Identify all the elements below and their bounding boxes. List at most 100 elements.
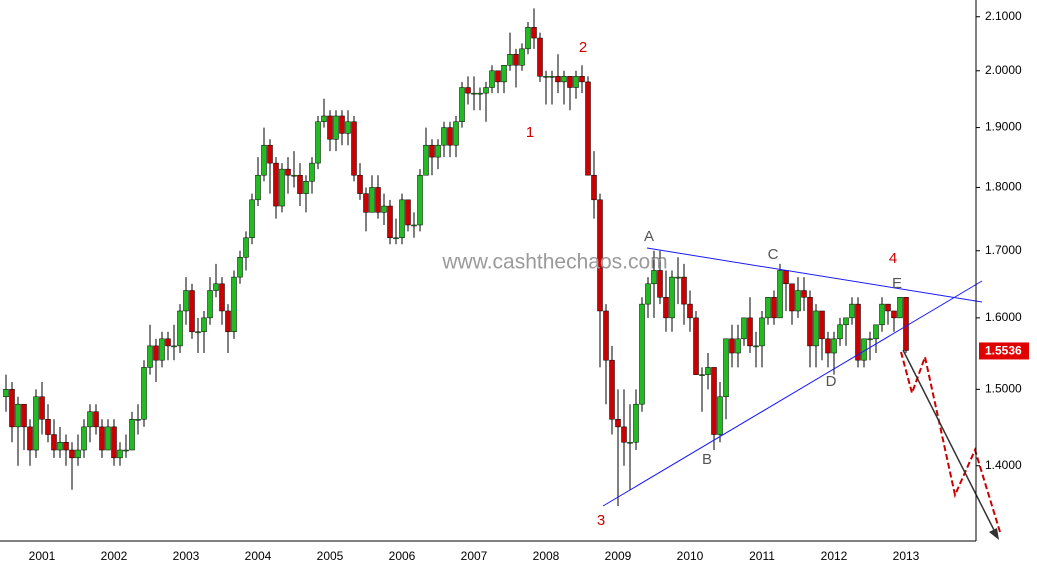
candle-body: [27, 426, 33, 451]
candle-body: [435, 144, 441, 158]
candle-body: [423, 144, 429, 176]
candle-body: [801, 290, 807, 298]
wave-label: 4: [889, 250, 897, 267]
y-tick-label: 1.6000: [985, 310, 1022, 324]
candle-body: [693, 317, 699, 375]
candle-body: [813, 310, 819, 347]
candle-body: [663, 297, 669, 319]
candle-body: [111, 426, 117, 459]
y-tick-label: 1.7000: [985, 243, 1022, 257]
candle-body: [453, 121, 459, 146]
candle-body: [57, 442, 63, 451]
candle-body: [711, 367, 717, 435]
x-tick-label: 2010: [677, 549, 704, 563]
x-tick-label: 2012: [821, 549, 848, 563]
wave-label: E: [892, 275, 902, 292]
candle-body: [699, 374, 705, 376]
candle-body: [123, 449, 129, 452]
candle-body: [297, 174, 303, 194]
candle-body: [393, 237, 399, 240]
candle-body: [333, 115, 339, 140]
candle-body: [717, 396, 723, 435]
candle-body: [807, 297, 813, 347]
x-tick-label: 2011: [749, 549, 775, 563]
candle-body: [39, 396, 45, 420]
candle-body: [615, 419, 621, 428]
candle-body: [543, 76, 549, 78]
candle-body: [303, 181, 309, 194]
candle-body: [87, 411, 93, 428]
candle-body: [159, 338, 165, 361]
candle-body: [519, 48, 525, 66]
x-tick-label: 2009: [605, 549, 632, 563]
candle-body: [669, 276, 675, 319]
candle-body: [75, 449, 81, 459]
wave-label: A: [644, 228, 654, 245]
candle-body: [21, 403, 27, 428]
candle-body: [45, 419, 51, 435]
candle-body: [411, 224, 417, 227]
candle-body: [729, 338, 735, 354]
candle-body: [783, 270, 789, 285]
candle-body: [3, 389, 9, 397]
y-tick-label: 2.1000: [985, 9, 1022, 23]
candle-body: [357, 174, 363, 194]
candle-body: [621, 426, 627, 443]
candle-body: [207, 290, 213, 319]
candle-body: [231, 276, 237, 333]
candle-body: [447, 127, 453, 146]
forecast-arrow: [902, 349, 997, 535]
candle-body: [675, 276, 681, 279]
candle-body: [483, 87, 489, 94]
candle-body: [51, 434, 57, 451]
candle-body: [849, 303, 855, 319]
candle-body: [477, 92, 483, 95]
candle-body: [765, 297, 771, 319]
candle-body: [309, 162, 315, 182]
candle-body: [705, 367, 711, 375]
candle-body: [723, 338, 729, 397]
candle-body: [171, 345, 177, 348]
x-tick-label: 2002: [101, 549, 128, 563]
y-tick-label: 2.0000: [985, 63, 1022, 77]
candle-body: [537, 37, 543, 77]
candle-body: [867, 338, 873, 341]
candle-body: [315, 121, 321, 164]
candle-body: [399, 199, 405, 239]
candle-body: [873, 324, 879, 340]
candle-body: [327, 115, 333, 140]
candle-body: [117, 449, 123, 459]
candle-body: [363, 193, 369, 213]
candle-body: [561, 76, 567, 83]
candle-body: [549, 76, 555, 78]
candle-body: [579, 76, 585, 83]
candle-body: [225, 310, 231, 333]
candle-body: [153, 345, 159, 361]
candle-body: [465, 87, 471, 94]
candle-body: [369, 187, 375, 213]
candle-body: [747, 317, 753, 347]
candle-body: [165, 338, 171, 347]
candle-body: [843, 317, 849, 326]
candle-body: [657, 270, 663, 298]
candle-body: [795, 290, 801, 312]
y-tick-label: 1.5000: [985, 382, 1022, 396]
y-tick-label: 1.4000: [985, 458, 1022, 472]
wave-label: 3: [597, 512, 605, 529]
candle-body: [759, 317, 765, 347]
candle-body: [339, 115, 345, 134]
candle-body: [261, 144, 267, 176]
candle-body: [279, 168, 285, 207]
x-tick-label: 2006: [389, 549, 416, 563]
x-tick-label: 2013: [893, 549, 920, 563]
price-label: 1.5536: [985, 344, 1022, 358]
x-tick-label: 2008: [533, 549, 560, 563]
candle-body: [879, 303, 885, 326]
candle-body: [189, 290, 195, 333]
wave-label: 1: [526, 124, 534, 141]
candle-body: [645, 283, 651, 305]
candle-body: [351, 121, 357, 176]
x-tick-label: 2003: [173, 549, 200, 563]
